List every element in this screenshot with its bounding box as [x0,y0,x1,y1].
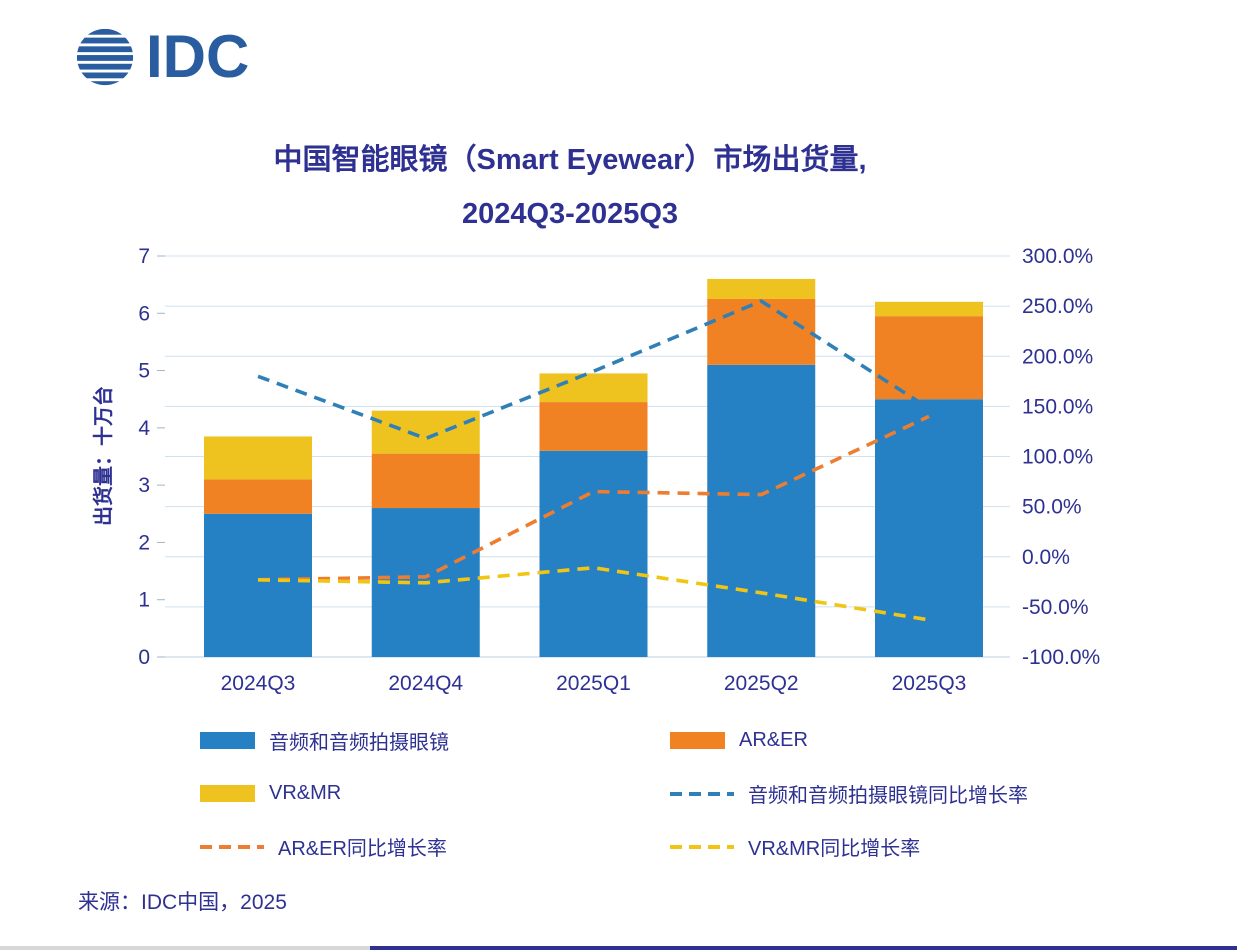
svg-text:50.0%: 50.0% [1022,496,1082,519]
legend-label: 音频和音频拍摄眼镜 [269,732,449,754]
bar-segment [707,278,816,299]
legend-swatch-solid [670,732,725,749]
growth-line [257,565,930,622]
bar-segment [875,301,983,317]
svg-text:6: 6 [138,302,150,325]
shipments-chart: 300.0% 250.0% 200.0% 150.0% 100.0% 50.0% 0.0% -… [91,245,1100,695]
legend-item-3: VR&MR [200,779,670,808]
left-axis-labels: 7 6 5 4 3 2 1 0 [138,245,165,669]
bar-segment [539,373,648,403]
bar-segment [875,399,983,657]
chart-legend: 音频和音频拍摄眼镜 AR&ER VR&MR 音频和音频拍摄眼镜同比增长率 AR&ER同比… [200,726,1028,861]
legend-swatch-solid [200,785,255,802]
svg-text:出货量：十万台: 出货量：十万台 [91,386,115,526]
bar-segment [707,364,816,657]
growth-line [257,414,930,582]
svg-text:100.0%: 100.0% [1022,446,1093,469]
svg-text:250.0%: 250.0% [1022,295,1093,318]
bottom-accent-navy [370,946,1237,950]
bar-segment [204,513,312,657]
svg-text:2025Q1: 2025Q1 [556,672,631,695]
bar-segment [707,298,816,365]
legend-item-4: 音频和音频拍摄眼镜同比增长率 [670,779,1028,808]
idc-logo-text: IDC [146,23,250,90]
source-note: 来源：IDC中国，2025 [78,891,287,914]
bar-segment [204,479,312,514]
stacked-bars [204,278,983,657]
svg-text:2: 2 [138,531,150,554]
chart-title-line1: 中国智能眼镜（Smart Eyewear）市场出货量, [273,144,867,176]
svg-text:0: 0 [138,646,150,669]
bar-segment [371,410,480,454]
svg-text:3: 3 [138,474,150,497]
bar-segment [371,453,480,509]
legend-item-6: VR&MR同比增长率 [670,832,1028,861]
legend-label: VR&MR [269,782,342,804]
svg-text:-50.0%: -50.0% [1022,596,1089,619]
bar-segment [539,402,648,451]
svg-text:4: 4 [138,417,150,440]
svg-text:2025Q2: 2025Q2 [724,672,799,695]
svg-text:1: 1 [138,589,150,612]
svg-text:200.0%: 200.0% [1022,345,1093,368]
bar-segment [539,450,648,657]
legend-label: 音频和音频拍摄眼镜同比增长率 [748,785,1028,807]
legend-item-2: AR&ER [670,726,1028,755]
bar-segment [875,316,983,400]
growth-line [257,299,930,441]
legend-label: AR&ER [739,729,808,751]
svg-text:150.0%: 150.0% [1022,395,1093,418]
svg-text:2025Q3: 2025Q3 [892,672,967,695]
idc-globe-icon [76,28,134,86]
svg-text:0.0%: 0.0% [1022,546,1070,569]
svg-text:300.0%: 300.0% [1022,245,1093,268]
x-axis-labels: 2024Q3 2024Q4 2025Q1 2025Q2 2025Q3 [221,672,967,695]
legend-swatch-dashed [670,791,734,796]
svg-text:5: 5 [138,360,150,383]
svg-text:2024Q4: 2024Q4 [388,672,463,695]
legend-item-5: AR&ER同比增长率 [200,832,670,861]
idc-logo: IDC [74,26,249,88]
chart-area: 300.0% 250.0% 200.0% 150.0% 100.0% 50.0% 0.0% -… [0,240,1237,720]
svg-text:-100.0%: -100.0% [1022,646,1100,669]
legend-swatch-dashed [670,844,734,849]
legend-label: AR&ER同比增长率 [278,838,447,860]
right-axis-labels: 300.0% 250.0% 200.0% 150.0% 100.0% 50.0% 0.0% -… [1022,245,1100,669]
legend-swatch-dashed [200,844,264,849]
bar-segment [204,436,312,480]
svg-text:7: 7 [138,245,150,268]
bottom-accent-gray [0,946,370,950]
legend-label: VR&MR同比增长率 [748,838,921,860]
chart-title-line2: 2024Q3-2025Q3 [461,198,679,230]
legend-swatch-solid [200,732,255,749]
left-axis-title: 出货量：十万台 [91,386,115,526]
svg-text:2024Q3: 2024Q3 [221,672,296,695]
chart-title: 中国智能眼镜（Smart Eyewear）市场出货量, 2024Q3-2025Q… [0,136,1140,231]
legend-item-1: 音频和音频拍摄眼镜 [200,726,670,755]
growth-lines [257,299,930,622]
